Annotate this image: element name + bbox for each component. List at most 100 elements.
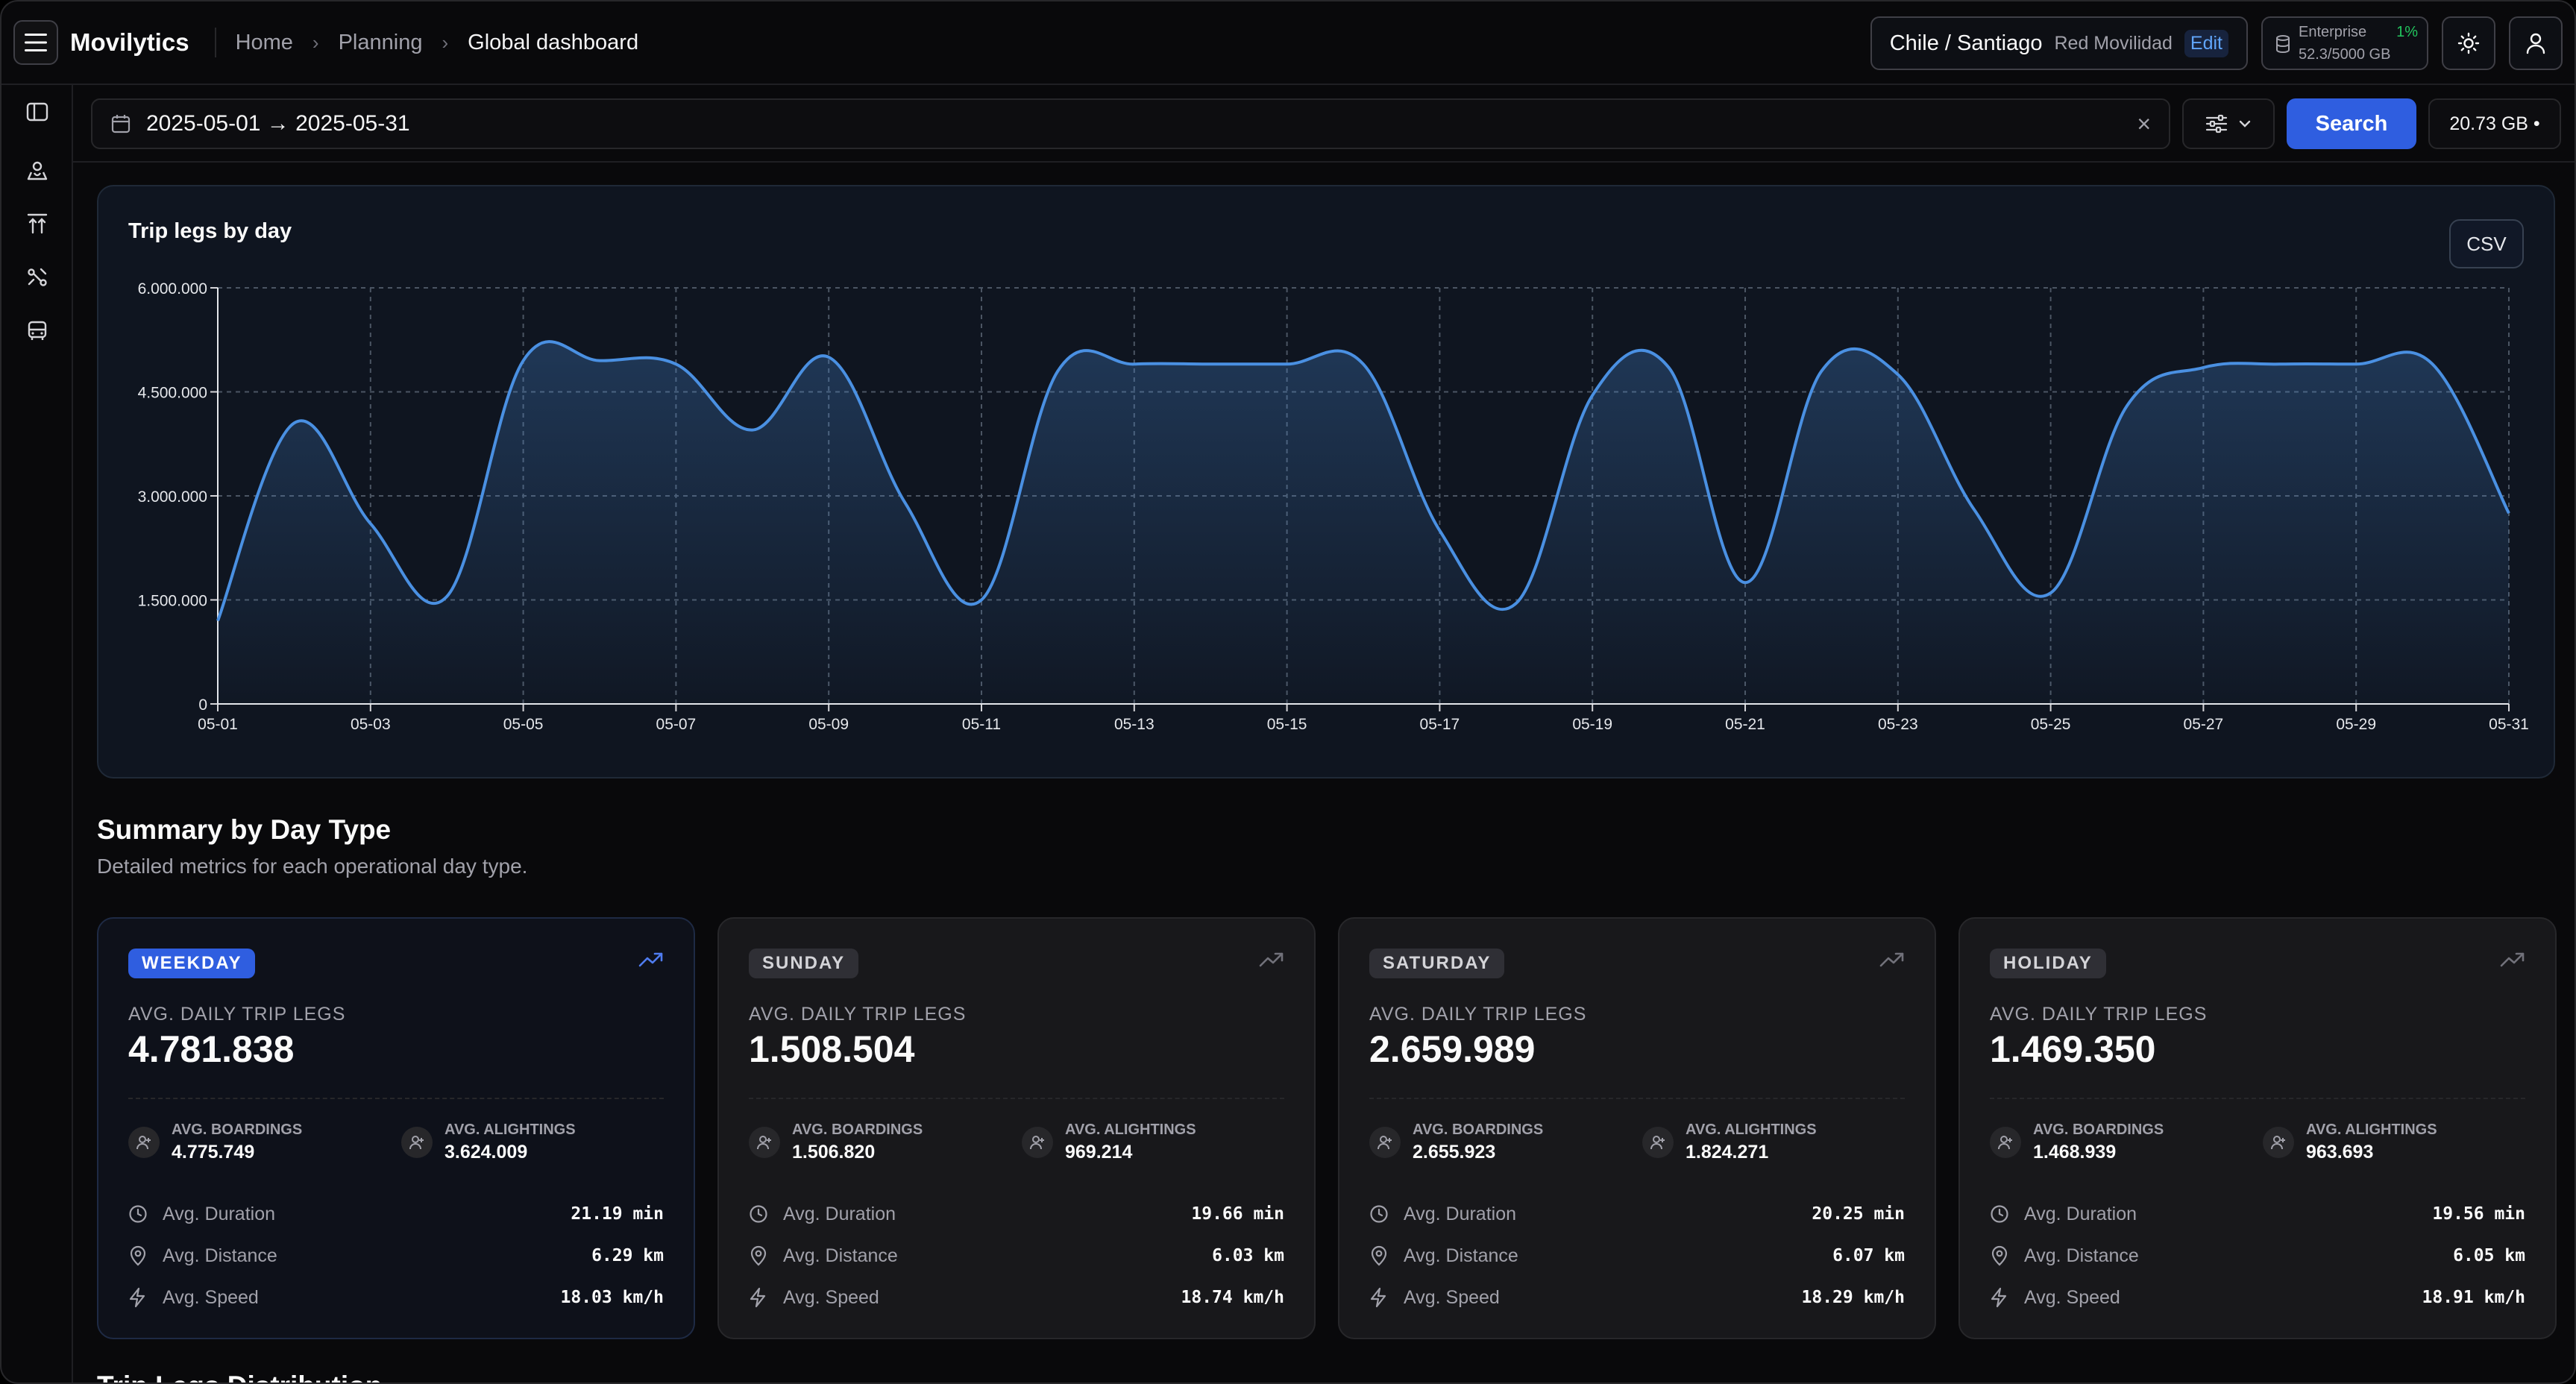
breadcrumb-home[interactable]: Home (235, 30, 293, 54)
sidebar-item-fleet[interactable] (22, 316, 52, 346)
csv-export-button[interactable]: CSV (2449, 219, 2524, 268)
search-button[interactable]: Search (2287, 98, 2416, 149)
distance-value: 6.03 km (1212, 1246, 1284, 1265)
data-size-badge[interactable]: 20.73 GB • (2428, 98, 2561, 149)
storage-usage: 52.3/5000 GB (2299, 46, 2391, 63)
boardings-label: AVG. BOARDINGS (792, 1122, 923, 1138)
distance-value: 6.07 km (1832, 1246, 1905, 1265)
y-tick-label: 0 (198, 696, 207, 714)
map-pin-icon (749, 1245, 771, 1266)
avg-daily-trip-legs-value: 4.781.838 (128, 1028, 295, 1070)
trend-up-icon[interactable] (1879, 952, 1905, 972)
duration-label: Avg. Duration (2024, 1203, 2137, 1224)
speed-row: Avg. Speed 18.29 km/h (1369, 1283, 1905, 1312)
x-tick-label: 05-23 (1878, 716, 1918, 733)
clock-icon (749, 1204, 771, 1224)
trend-up-icon[interactable] (638, 952, 664, 972)
metric-label: AVG. DAILY TRIP LEGS (749, 1004, 967, 1025)
x-tick-label: 05-15 (1267, 716, 1307, 733)
alightings-stat: AVG. ALIGHTINGS 963.693 (2263, 1122, 2437, 1163)
x-tick-label: 05-21 (1725, 716, 1765, 733)
person-plus-icon (1990, 1127, 2021, 1158)
distance-value: 6.05 km (2453, 1246, 2525, 1265)
lightning-icon (1369, 1287, 1392, 1308)
speed-label: Avg. Speed (163, 1286, 259, 1308)
boardings-value: 1.468.939 (2033, 1142, 2117, 1163)
speed-value: 18.74 km/h (1181, 1288, 1284, 1307)
distance-row: Avg. Distance 6.05 km (1990, 1241, 2525, 1271)
sidebar-toggle-button[interactable] (22, 97, 52, 127)
alightings-value: 963.693 (2306, 1142, 2374, 1163)
distance-label: Avg. Distance (163, 1245, 277, 1266)
map-pin-icon (1369, 1245, 1392, 1266)
divider (1990, 1098, 2525, 1099)
calendar-icon (111, 115, 131, 133)
person-plus-icon (749, 1127, 780, 1158)
duration-row: Avg. Duration 19.66 min (749, 1199, 1284, 1229)
x-tick-label: 05-05 (503, 716, 544, 733)
alightings-stat: AVG. ALIGHTINGS 1.824.271 (1642, 1122, 1817, 1163)
day-type-badge: SATURDAY (1369, 949, 1505, 978)
user-menu-button[interactable] (2509, 16, 2563, 70)
summary-subtitle: Detailed metrics for each operational da… (97, 855, 528, 878)
trend-up-icon[interactable] (1259, 952, 1284, 972)
alightings-value: 3.624.009 (444, 1142, 528, 1163)
boardings-stat: AVG. BOARDINGS 2.655.923 (1369, 1122, 1543, 1163)
boardings-value: 2.655.923 (1413, 1142, 1496, 1163)
map-user-icon (27, 161, 48, 180)
sidebar-item-map[interactable] (22, 155, 52, 185)
metric-label: AVG. DAILY TRIP LEGS (1990, 1004, 2208, 1025)
filter-options-button[interactable] (2182, 98, 2275, 149)
plan-usage-badge[interactable]: Enterprise 1% 52.3/5000 GB (2261, 16, 2428, 70)
divider (214, 28, 216, 57)
y-tick-label: 6.000.000 (138, 280, 207, 298)
chevron-down-icon (2239, 120, 2251, 128)
alightings-label: AVG. ALIGHTINGS (1686, 1122, 1817, 1138)
distribution-title: Trip Legs Distribution (97, 1371, 382, 1383)
edit-location-button[interactable]: Edit (2184, 29, 2228, 57)
y-tick-label: 4.500.000 (138, 385, 207, 402)
distance-row: Avg. Distance 6.07 km (1369, 1241, 1905, 1271)
breadcrumb-planning[interactable]: Planning (338, 30, 423, 54)
distance-label: Avg. Distance (2024, 1245, 2139, 1266)
menu-button[interactable] (13, 20, 58, 65)
boardings-stat: AVG. BOARDINGS 4.775.749 (128, 1122, 302, 1163)
speed-value: 18.91 km/h (2422, 1288, 2525, 1307)
clock-icon (128, 1204, 151, 1224)
distance-value: 6.29 km (591, 1246, 664, 1265)
network-label: Red Movilidad (2054, 32, 2173, 54)
lightning-icon (749, 1287, 771, 1308)
sidebar-item-routes[interactable] (22, 262, 52, 292)
sidebar-item-flows[interactable] (22, 209, 52, 239)
theme-toggle-button[interactable] (2442, 16, 2495, 70)
day-type-badge: WEEKDAY (128, 949, 256, 978)
x-tick-label: 05-31 (2489, 716, 2529, 733)
distance-row: Avg. Distance 6.29 km (128, 1241, 664, 1271)
day-type-card-holiday: HOLIDAY AVG. DAILY TRIP LEGS 1.469.350 AVG.… (1958, 917, 2557, 1339)
route-icon (28, 268, 47, 286)
alightings-value: 969.214 (1065, 1142, 1133, 1163)
lightning-icon (1990, 1287, 2012, 1308)
series-area-fill (218, 342, 2509, 704)
duration-label: Avg. Duration (783, 1203, 896, 1224)
alightings-label: AVG. ALIGHTINGS (2306, 1122, 2437, 1138)
x-tick-label: 05-27 (2184, 716, 2224, 733)
plan-usage-percent: 1% (2396, 24, 2418, 40)
breadcrumb-current: Global dashboard (468, 30, 639, 54)
close-icon[interactable]: × (2137, 110, 2151, 137)
alightings-value: 1.824.271 (1686, 1142, 1769, 1163)
date-range-picker[interactable]: 2025-05-01 → 2025-05-31 × (91, 98, 2170, 149)
breadcrumb: Home › Planning › Global dashboard (236, 31, 639, 55)
user-icon (2526, 33, 2545, 54)
trend-up-icon[interactable] (2500, 952, 2525, 972)
brand-logo-text[interactable]: Movilytics (70, 28, 189, 56)
location-label: Chile / Santiago (1889, 31, 2043, 55)
date-range-value: 2025-05-01 → 2025-05-31 (146, 111, 410, 136)
boardings-label: AVG. BOARDINGS (172, 1122, 303, 1138)
avg-daily-trip-legs-value: 1.469.350 (1990, 1028, 2156, 1070)
duration-row: Avg. Duration 19.56 min (1990, 1199, 2525, 1229)
x-tick-label: 05-19 (1572, 716, 1612, 733)
duration-label: Avg. Duration (163, 1203, 276, 1224)
location-selector[interactable]: Chile / Santiago Red Movilidad Edit (1870, 16, 2248, 70)
plan-name: Enterprise (2299, 24, 2367, 40)
